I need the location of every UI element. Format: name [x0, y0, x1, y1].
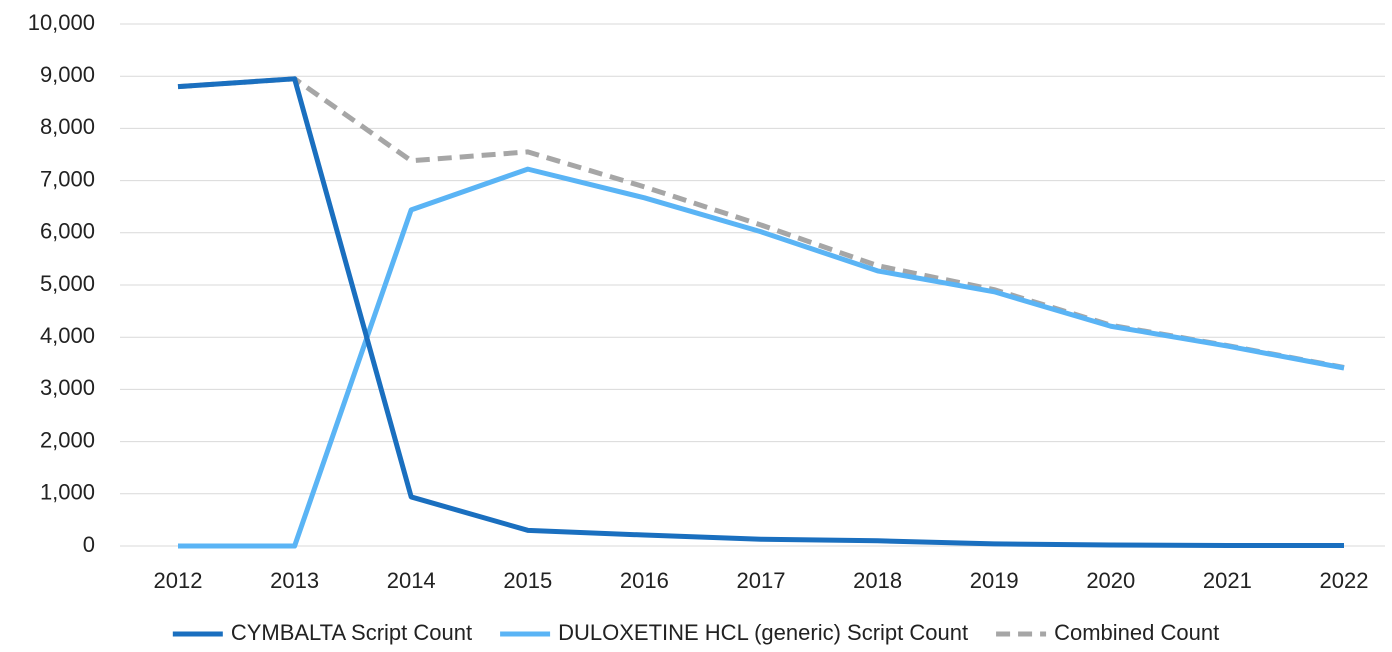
x-tick-label: 2016: [620, 568, 669, 593]
y-tick-label: 3,000: [40, 375, 95, 400]
x-tick-label: 2018: [853, 568, 902, 593]
y-tick-label: 5,000: [40, 271, 95, 296]
y-tick-label: 10,000: [28, 10, 95, 35]
x-tick-label: 2014: [387, 568, 436, 593]
y-tick-label: 7,000: [40, 166, 95, 191]
series-line: [177, 76, 1344, 548]
legend-label: DULOXETINE HCL (generic) Script Count: [558, 620, 968, 645]
series-line: [178, 166, 1345, 549]
y-tick-label: 8,000: [40, 114, 95, 139]
y-tick-label: 4,000: [40, 323, 95, 348]
y-tick-label: 9,000: [40, 62, 95, 87]
x-tick-label: 2012: [154, 568, 203, 593]
x-tick-label: 2021: [1203, 568, 1252, 593]
series-line: [177, 76, 1345, 370]
legend-label: CYMBALTA Script Count: [231, 620, 472, 645]
y-tick-label: 6,000: [40, 219, 95, 244]
x-tick-label: 2017: [737, 568, 786, 593]
y-tick-label: 0: [83, 532, 95, 557]
x-tick-label: 2022: [1320, 568, 1369, 593]
y-tick-label: 1,000: [40, 480, 95, 505]
x-tick-label: 2020: [1086, 568, 1135, 593]
x-tick-label: 2013: [270, 568, 319, 593]
y-tick-label: 2,000: [40, 427, 95, 452]
x-tick-label: 2015: [503, 568, 552, 593]
legend-label: Combined Count: [1054, 620, 1219, 645]
x-tick-label: 2019: [970, 568, 1019, 593]
